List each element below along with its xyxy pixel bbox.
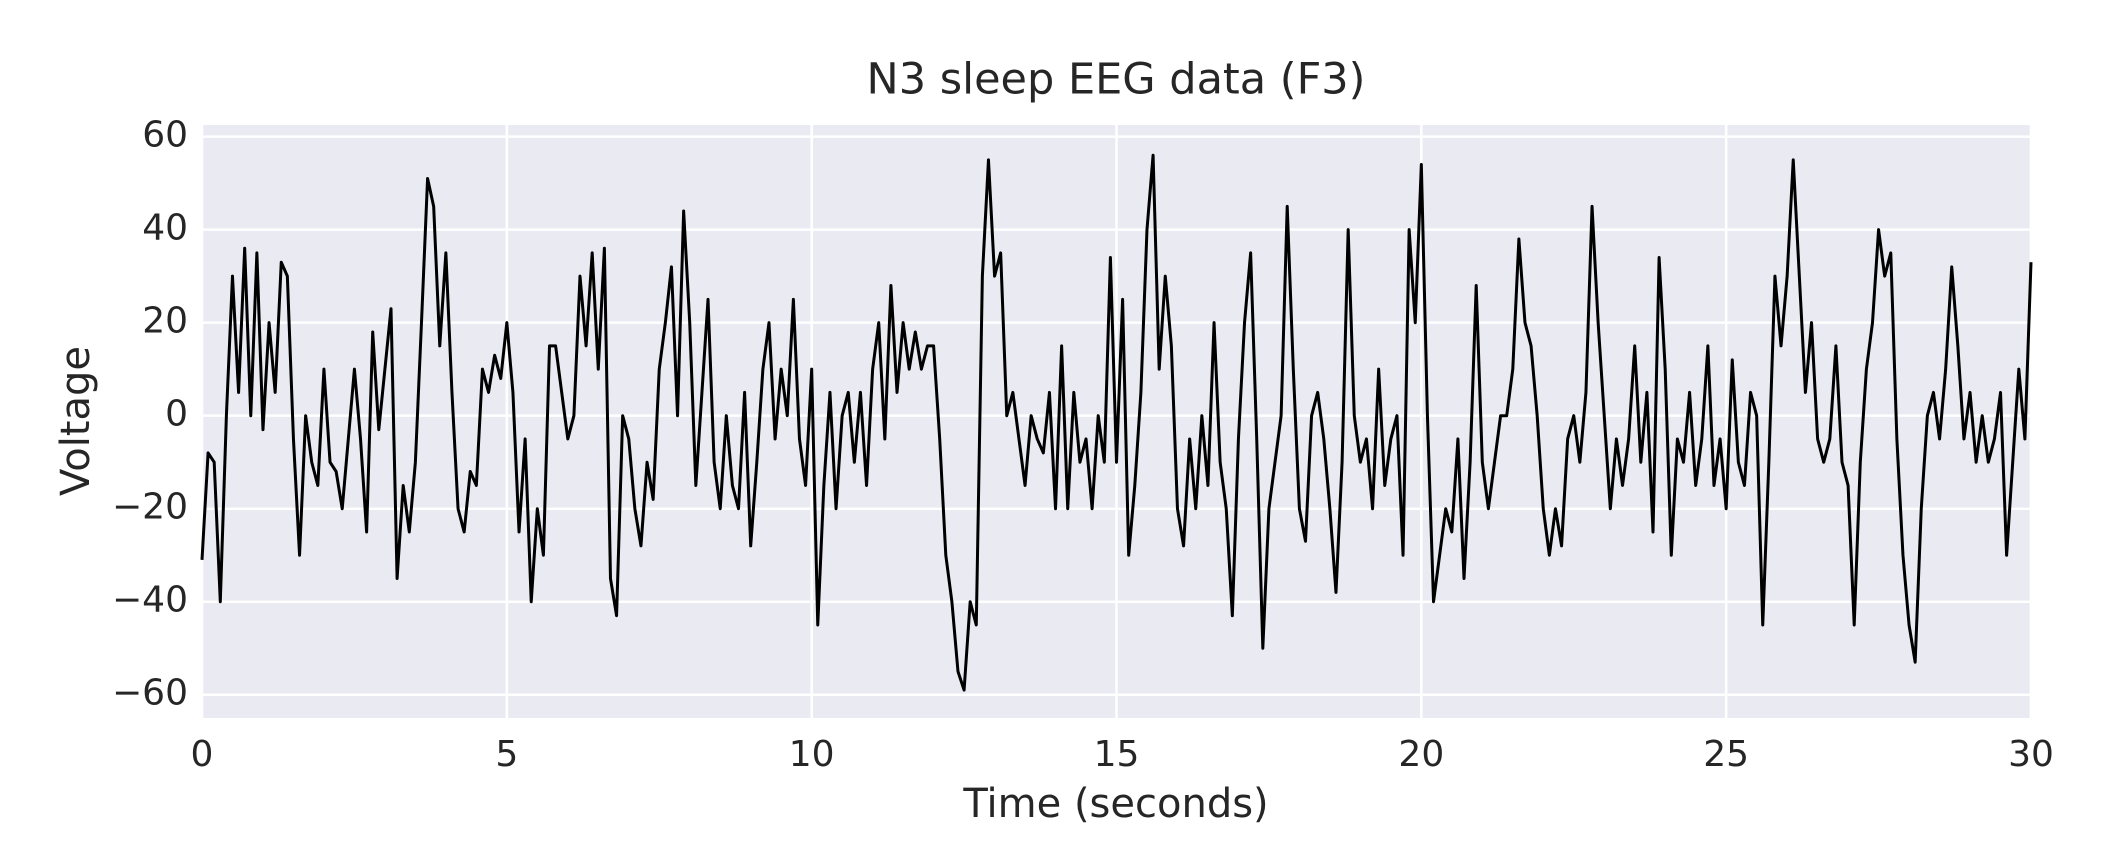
y-tick-label: 40 — [142, 208, 188, 249]
y-tick-label: 60 — [142, 115, 188, 156]
y-tick-label: −60 — [112, 673, 188, 714]
x-tick-label: 15 — [1094, 734, 1140, 775]
data-line — [200, 153, 2033, 692]
x-tick-label: 25 — [1703, 734, 1749, 775]
x-tick-label: 10 — [789, 734, 835, 775]
y-tick-label: −20 — [112, 487, 188, 528]
y-tick-label: −40 — [112, 580, 188, 621]
x-tick-label: 0 — [191, 734, 214, 775]
x-tick-label: 30 — [2008, 734, 2054, 775]
y-tick-label: 0 — [165, 394, 188, 435]
x-tick-label: 20 — [1398, 734, 1444, 775]
y-tick-label: 20 — [142, 301, 188, 342]
x-axis-label: Time (seconds) — [962, 781, 1268, 827]
x-tick-label: 5 — [495, 734, 518, 775]
chart-title: N3 sleep EEG data (F3) — [867, 55, 1366, 105]
y-axis-label: Voltage — [53, 346, 99, 496]
